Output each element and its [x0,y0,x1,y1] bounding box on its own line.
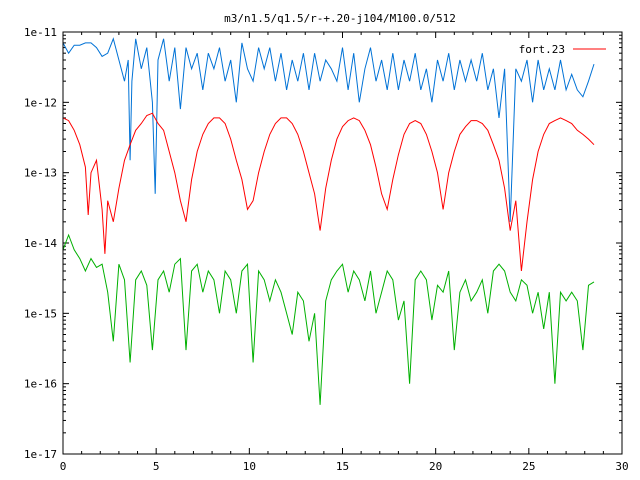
series-green-line [62,233,595,405]
x-tick-label: 5 [153,460,160,473]
chart-title: m3/n1.5/q1.5/r-+.20-j104/M100.0/512 [224,12,456,25]
x-tick-label: 25 [522,460,535,473]
y-tick-label: 1e-12 [24,96,57,109]
axis-ticks: 0 5 10 15 20 25 30 1e-11 1e-12 1e-13 1e-14 1e-15 1e-… [24,26,629,473]
legend-label: fort.23 [519,43,565,56]
y-tick-label: 1e-17 [24,448,57,461]
y-tick-label: 1e-14 [24,237,57,250]
legend: fort.23 [519,43,606,56]
x-tick-label: 10 [243,460,256,473]
series-group [62,37,595,405]
series-blue-line [62,37,595,222]
x-tick-label: 15 [336,460,349,473]
y-tick-label: 1e-16 [24,378,57,391]
y-tick-label: 1e-15 [24,307,57,320]
x-tick-label: 30 [615,460,628,473]
series-red-line [62,112,595,272]
x-tick-label: 0 [60,460,67,473]
x-tick-label: 20 [429,460,442,473]
plot-frame [62,31,623,455]
y-tick-label: 1e-11 [24,26,57,39]
y-tick-label: 1e-13 [24,167,57,180]
